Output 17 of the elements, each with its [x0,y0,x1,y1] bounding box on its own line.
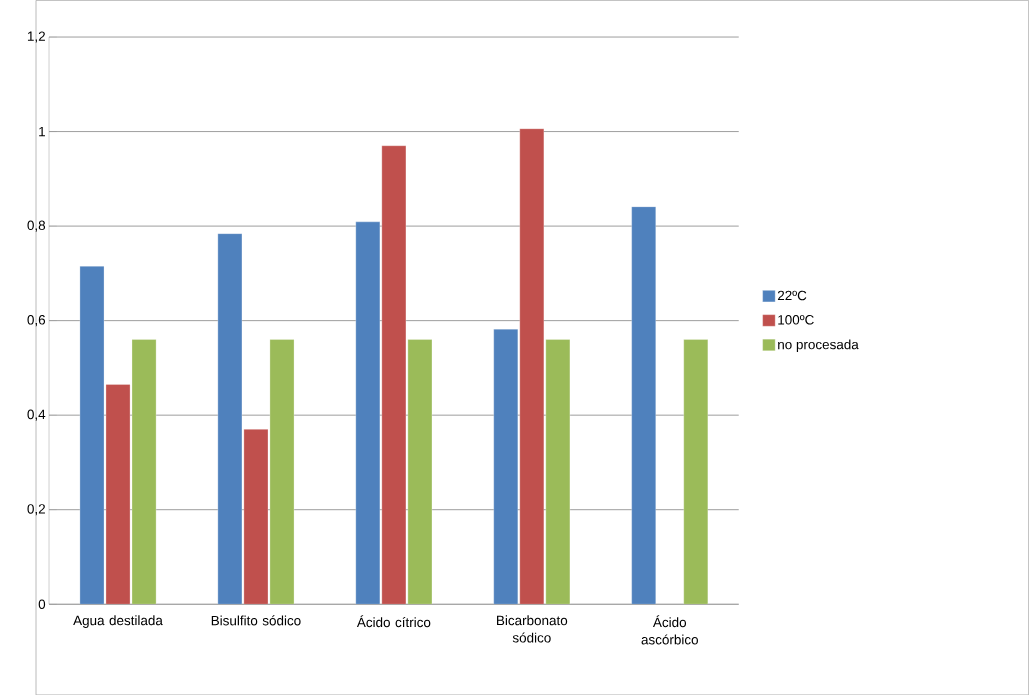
x-tick-label: Ácido cítrico [356,615,431,628]
bar [631,206,656,605]
legend-label: 22ºC [777,290,807,301]
y-tick-label: 1 [39,126,45,137]
y-tick-label: 1,2 [27,31,45,43]
x-tick-label: Ácido ascórbico [641,615,698,645]
y-tick-label: 0 [38,599,46,609]
legend-label: 100ºC [778,314,814,325]
legend-label: no procesada [778,339,859,352]
y-tick-label: 0,8 [27,220,46,232]
x-tick-label: Bicarbonato sódico [497,615,568,643]
y-tick-label: 0,6 [27,314,46,327]
bar [683,339,709,605]
x-tick-label: Agua destilada [73,615,163,628]
y-tick-label: 0,2 [27,503,45,516]
y-tick-label: 0,4 [27,409,46,421]
x-tick-label: Bisulfito sódico [211,615,301,626]
